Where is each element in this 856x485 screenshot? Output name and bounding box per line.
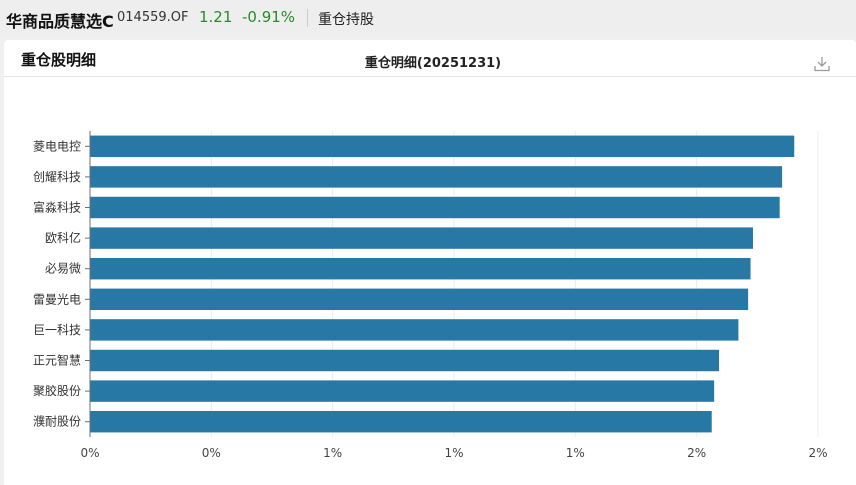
fund-change-value: -0.91%	[242, 8, 296, 26]
x-tick-label: 0%	[202, 446, 221, 460]
fund-name: 华商品质慧选C	[6, 12, 114, 31]
category-label: 菱电电控	[33, 139, 81, 153]
category-label: 创耀科技	[33, 170, 81, 184]
x-tick-label: 1%	[566, 446, 585, 460]
category-label: 聚胶股份	[33, 383, 81, 398]
download-icon[interactable]	[813, 55, 831, 73]
bar-6	[90, 288, 749, 311]
x-tick-label: 0%	[80, 446, 99, 460]
category-label: 雷曼光电	[33, 292, 81, 306]
category-label: 富淼科技	[33, 200, 81, 215]
fund-code: 014559.OF	[117, 10, 189, 25]
top-holdings-link[interactable]: 重仓持股	[318, 12, 374, 28]
category-label: 欧科亿	[45, 230, 81, 245]
bar-7	[90, 319, 739, 341]
divider	[307, 9, 308, 27]
x-tick-label: 2%	[687, 446, 706, 460]
bar-1	[90, 135, 795, 158]
bar-10	[90, 410, 712, 433]
top-bar: 华商品质慧选C 014559.OF 1.21 -0.91% 重仓持股	[0, 0, 856, 36]
category-label: 濮耐股份	[33, 414, 81, 429]
category-label: 巨一科技	[33, 323, 81, 337]
x-tick-label: 2%	[808, 446, 827, 460]
bar-3	[90, 196, 780, 219]
card-title: 重仓股明细	[21, 51, 97, 69]
bar-4	[90, 227, 753, 249]
fund-nav-value: 1.21	[199, 8, 233, 26]
category-label: 正元智慧	[33, 353, 81, 368]
category-label: 必易微	[45, 262, 81, 276]
x-tick-label: 1%	[323, 446, 342, 460]
chart-title: 重仓明细(20251231)	[364, 56, 502, 71]
bar-5	[90, 257, 751, 280]
bar-9	[90, 380, 715, 402]
bar-8	[90, 349, 720, 372]
bar-2	[90, 166, 783, 188]
card-header: 重仓股明细	[4, 40, 856, 77]
x-tick-label: 1%	[444, 446, 463, 460]
